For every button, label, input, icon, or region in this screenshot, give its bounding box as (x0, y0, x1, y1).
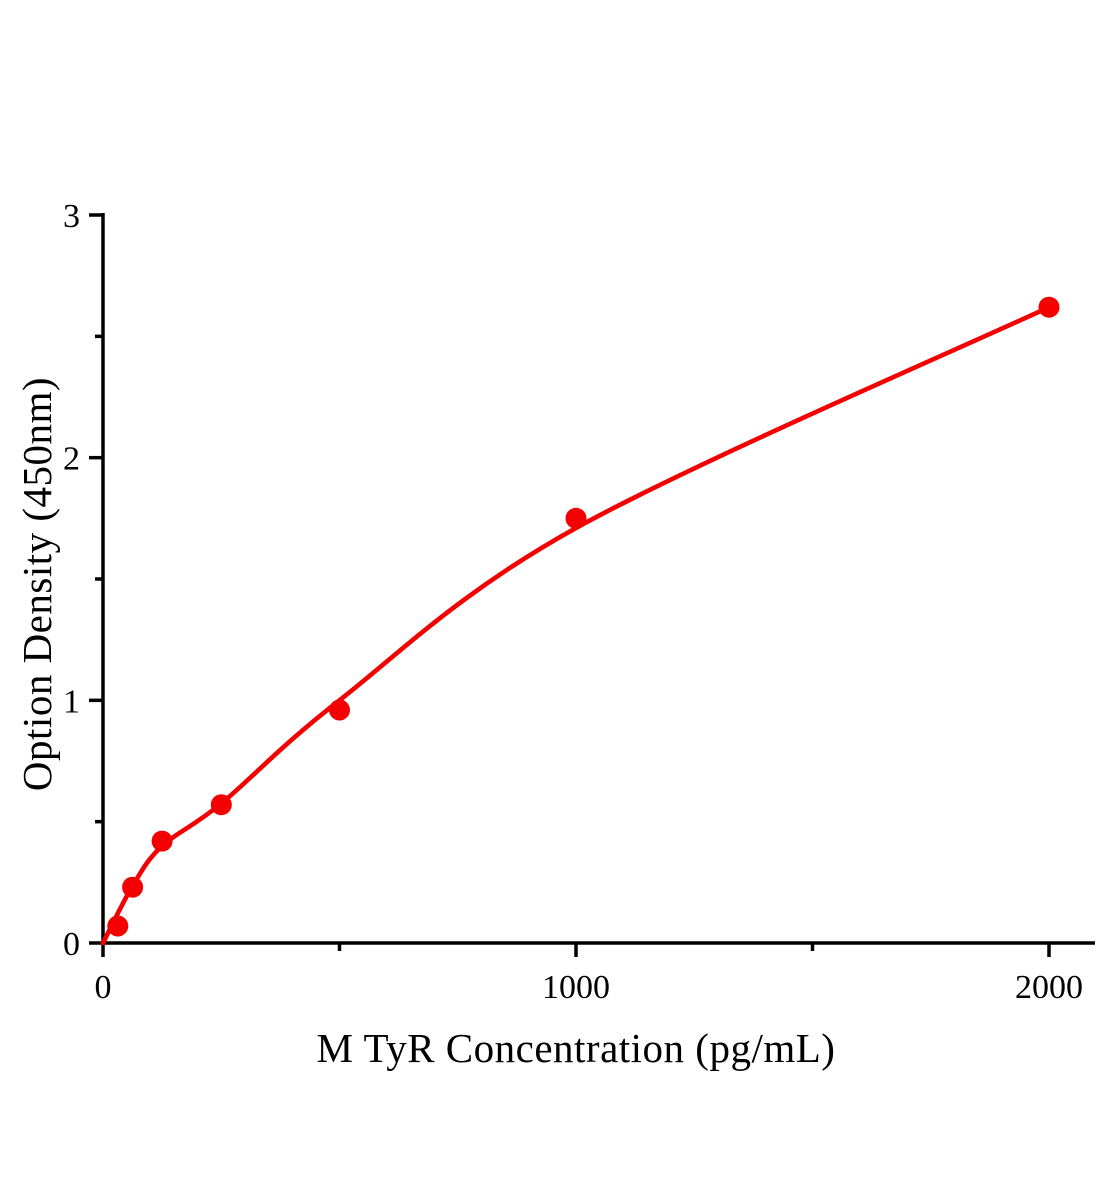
data-point (151, 830, 173, 852)
y-tick-label: 0 (63, 926, 80, 963)
data-point (107, 915, 129, 937)
y-tick-label: 3 (63, 198, 80, 235)
data-point (122, 876, 144, 898)
y-axis-title: Option Density (450nm) (14, 376, 60, 792)
data-point (329, 699, 350, 721)
x-tick-label: 0 (95, 969, 112, 1006)
x-tick-label: 2000 (1015, 969, 1083, 1006)
data-point (1038, 296, 1060, 318)
y-tick-label: 2 (63, 441, 80, 478)
x-axis-title: M TyR Concentration (pg/mL) (316, 1025, 836, 1071)
x-tick-label: 1000 (542, 969, 610, 1006)
y-tick-label: 1 (63, 683, 80, 720)
data-point (565, 507, 587, 529)
data-point (210, 794, 232, 816)
fit-curve-line (100, 304, 1052, 946)
